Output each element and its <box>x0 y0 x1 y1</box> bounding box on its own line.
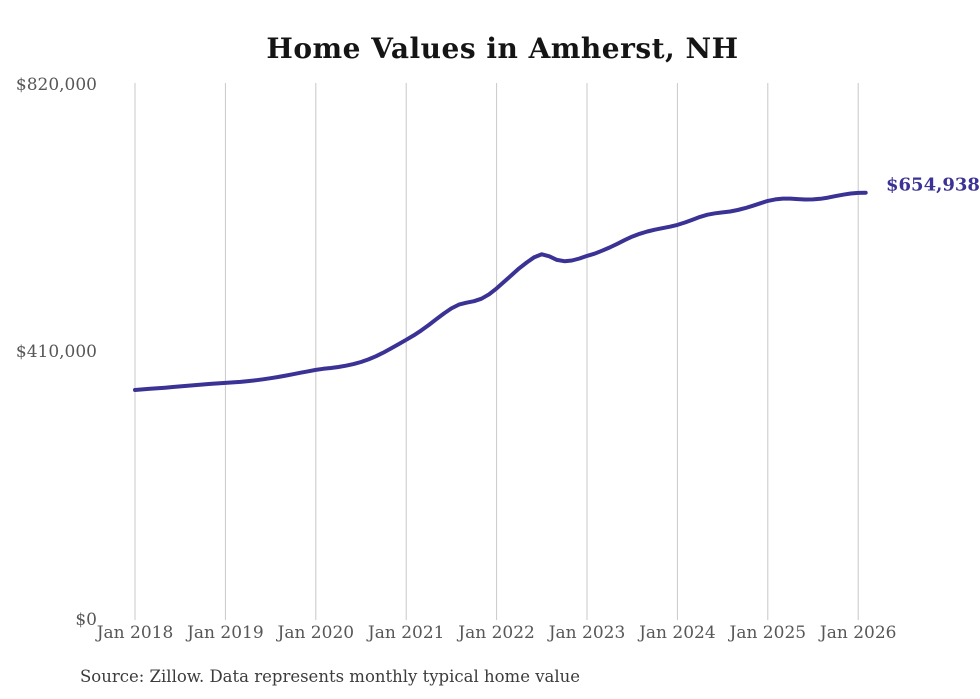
y-axis-label-820000: $820,000 <box>15 75 97 95</box>
x-axis-label: Jan 2024 <box>639 623 716 643</box>
x-axis-label: Jan 2021 <box>367 623 445 643</box>
source-note: Source: Zillow. Data represents monthly … <box>80 667 581 686</box>
latest-value-label: $654,938 <box>886 174 980 196</box>
x-axis-label: Jan 2025 <box>729 623 807 643</box>
x-axis-label: Jan 2018 <box>96 623 174 643</box>
x-axis-label: Jan 2023 <box>548 623 626 643</box>
y-axis-label-410000: $410,000 <box>15 342 97 362</box>
x-axis-label: Jan 2020 <box>277 623 355 643</box>
x-axis-label: Jan 2019 <box>187 623 264 643</box>
y-axis-label-0: $0 <box>75 610 97 630</box>
x-axis-label: Jan 2022 <box>458 623 535 643</box>
x-axis-label: Jan 2026 <box>819 623 897 643</box>
home-value-line <box>133 190 868 392</box>
chart-title: Home Values in Amherst, NH <box>266 32 739 65</box>
